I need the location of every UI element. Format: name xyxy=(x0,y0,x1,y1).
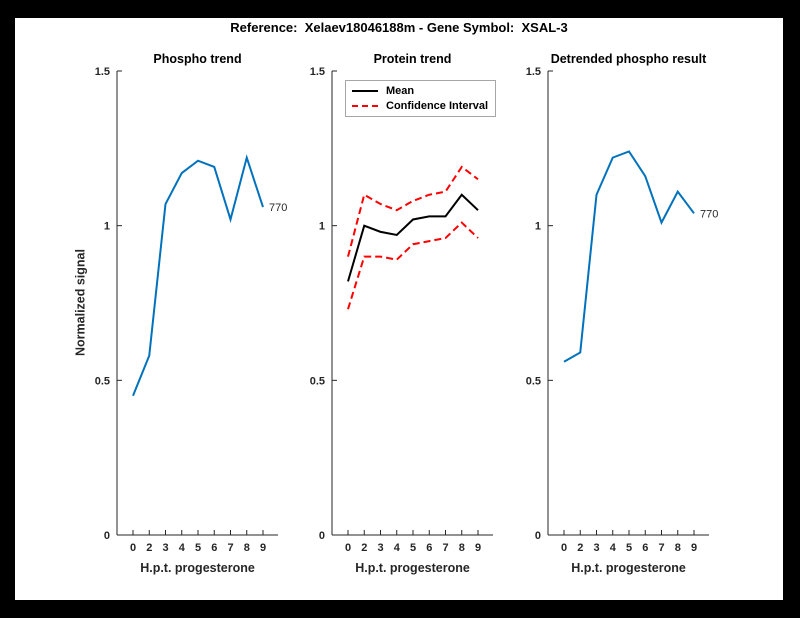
x-tick-label: 7 xyxy=(227,542,233,554)
legend-item-confidence-interval: Confidence Interval xyxy=(352,98,488,113)
confidence-upper-line xyxy=(347,165,479,257)
x-axis-label-protein: H.p.t. progesterone xyxy=(355,561,470,575)
y-tick-label: 0.5 xyxy=(310,375,325,387)
y-tick-label: 0.5 xyxy=(526,375,541,387)
x-tick-label: 7 xyxy=(658,542,664,554)
x-tick-label: 0 xyxy=(130,542,136,554)
x-axis-label-detrended: H.p.t. progesterone xyxy=(571,561,686,575)
x-tick-label: 8 xyxy=(244,542,250,554)
x-tick-label: 9 xyxy=(260,542,266,554)
detrended-phospho-line xyxy=(563,150,695,363)
x-tick-label: 2 xyxy=(146,542,152,554)
phospho-signal-line xyxy=(132,154,264,397)
subplot-title-phospho-trend: Phospho trend xyxy=(153,52,242,66)
figure-canvas: Reference: Xelaev18046188m - Gene Symbol… xyxy=(15,18,783,600)
y-tick-label: 1 xyxy=(319,221,325,233)
x-tick-label: 0 xyxy=(345,542,351,554)
x-tick-label: 5 xyxy=(626,542,632,554)
series-end-label: 770 xyxy=(269,202,287,214)
x-tick-label: 6 xyxy=(426,542,432,554)
y-tick-label: 1 xyxy=(104,221,110,233)
y-axis-label: Normalized signal xyxy=(73,249,88,356)
y-tick-label: 0.5 xyxy=(95,375,110,387)
y-tick-label: 1.5 xyxy=(310,66,325,78)
x-tick-label: 8 xyxy=(459,542,465,554)
x-tick-label: 3 xyxy=(162,542,168,554)
legend-box: Mean Confidence Interval xyxy=(345,80,497,117)
x-tick-label: 4 xyxy=(394,542,401,554)
x-tick-label: 8 xyxy=(675,542,681,554)
y-tick-label: 0 xyxy=(319,530,325,542)
legend-label-mean: Mean xyxy=(386,84,415,97)
x-tick-label: 6 xyxy=(642,542,648,554)
x-tick-label: 6 xyxy=(211,542,217,554)
x-tick-label: 7 xyxy=(442,542,448,554)
y-tick-label: 0 xyxy=(535,530,541,542)
mean-line-sample xyxy=(352,89,378,92)
y-tick-label: 0 xyxy=(104,530,110,542)
figure-title: Reference: Xelaev18046188m - Gene Symbol… xyxy=(230,20,568,35)
x-tick-label: 4 xyxy=(179,542,186,554)
y-tick-label: 1.5 xyxy=(526,66,541,78)
legend-item-mean: Mean xyxy=(352,83,488,98)
x-tick-label: 9 xyxy=(691,542,697,554)
subplot-title-protein-trend: Protein trend xyxy=(373,52,452,66)
confidence-interval-line-sample xyxy=(352,104,378,107)
x-tick-label: 2 xyxy=(577,542,583,554)
protein-trend-plot: 00.511.50 2 3 4 5 6 7 8 9 xyxy=(310,66,493,554)
confidence-lower-line xyxy=(347,221,479,310)
x-tick-label: 3 xyxy=(377,542,383,554)
x-tick-label: 5 xyxy=(195,542,201,554)
y-tick-label: 1 xyxy=(535,221,541,233)
legend-label-confidence-interval: Confidence Interval xyxy=(386,99,489,112)
x-tick-label: 3 xyxy=(593,542,599,554)
x-tick-label: 0 xyxy=(561,542,567,554)
x-tick-label: 5 xyxy=(410,542,416,554)
subplot-title-detrended-result: Detrended phospho result xyxy=(550,52,707,66)
y-tick-label: 1.5 xyxy=(95,66,110,78)
mean-line xyxy=(347,193,479,282)
x-tick-label: 2 xyxy=(361,542,367,554)
series-end-label: 770 xyxy=(700,208,718,220)
x-tick-label: 9 xyxy=(475,542,481,554)
x-axis-label-phospho: H.p.t. progesterone xyxy=(140,561,255,575)
x-tick-label: 4 xyxy=(610,542,617,554)
